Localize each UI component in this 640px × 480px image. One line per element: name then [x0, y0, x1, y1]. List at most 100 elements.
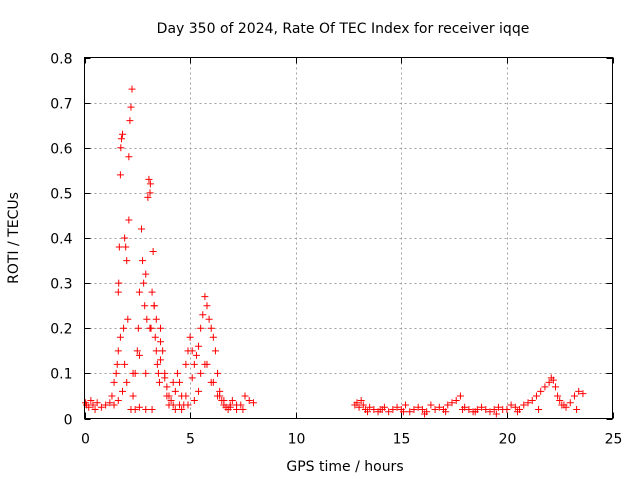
data-point — [427, 401, 435, 409]
data-point — [133, 347, 141, 355]
data-point — [528, 396, 536, 404]
data-point — [203, 302, 211, 310]
data-point — [389, 405, 397, 413]
data-point — [186, 333, 194, 341]
data-point — [122, 243, 130, 251]
data-point — [163, 383, 171, 391]
data-point — [537, 387, 545, 395]
data-point — [142, 270, 150, 278]
data-point — [112, 369, 120, 377]
data-point — [115, 279, 123, 287]
y-tick-label: 0 — [64, 413, 73, 429]
data-point — [535, 405, 543, 413]
data-point — [176, 401, 184, 409]
data-point — [125, 216, 133, 224]
data-point — [140, 279, 148, 287]
data-point — [220, 396, 228, 404]
data-point — [146, 189, 154, 197]
data-point — [573, 405, 581, 413]
data-point — [211, 347, 219, 355]
data-point — [85, 403, 93, 411]
data-point — [188, 347, 196, 355]
data-point — [355, 403, 363, 411]
data-point — [249, 399, 257, 407]
data-point — [414, 403, 422, 411]
data-point — [142, 369, 150, 377]
data-point — [575, 387, 583, 395]
data-point — [486, 408, 494, 416]
data-point — [551, 383, 559, 391]
data-point — [554, 392, 562, 400]
data-point — [121, 360, 129, 368]
data-point — [91, 405, 99, 413]
data-point — [114, 288, 122, 296]
data-point — [233, 401, 241, 409]
data-point — [169, 378, 177, 386]
data-point — [150, 302, 158, 310]
data-point — [128, 85, 136, 93]
data-point — [226, 403, 234, 411]
data-point — [402, 401, 410, 409]
data-point — [444, 401, 452, 409]
data-point — [139, 257, 147, 265]
y-tick-label: 0.1 — [50, 367, 72, 383]
data-point — [214, 392, 222, 400]
data-point — [115, 243, 123, 251]
data-point — [541, 383, 549, 391]
data-point — [418, 405, 426, 413]
data-point — [116, 333, 124, 341]
data-point — [123, 257, 131, 265]
data-point — [120, 324, 128, 332]
data-point — [459, 405, 467, 413]
data-point — [87, 396, 95, 404]
data-point — [171, 405, 179, 413]
data-point — [124, 315, 132, 323]
data-point — [173, 369, 181, 377]
data-point — [442, 408, 450, 416]
data-point — [494, 403, 502, 411]
data-point — [110, 401, 118, 409]
data-point — [241, 392, 249, 400]
data-point — [482, 405, 490, 413]
data-point — [152, 315, 160, 323]
data-point — [108, 392, 116, 400]
data-point — [153, 360, 161, 368]
data-point — [154, 369, 162, 377]
data-point — [145, 175, 153, 183]
data-point — [129, 369, 137, 377]
data-point — [134, 324, 142, 332]
x-tick-label: 5 — [186, 432, 195, 448]
axis-ticks: 0 5 10 15 20 25 0 0.1 0.2 0.3 0.4 0.5 0.6 0.7 0.8 — [50, 52, 622, 448]
data-point — [184, 401, 192, 409]
data-point — [93, 399, 101, 407]
data-point — [135, 403, 143, 411]
data-point — [144, 193, 152, 201]
data-point — [385, 408, 393, 416]
data-point — [435, 403, 443, 411]
data-point — [119, 130, 127, 138]
data-point — [148, 288, 156, 296]
data-point — [117, 144, 125, 152]
data-point — [214, 369, 222, 377]
data-point — [570, 392, 578, 400]
data-point — [155, 378, 163, 386]
data-point — [513, 408, 521, 416]
data-point — [239, 405, 247, 413]
data-point — [182, 392, 190, 400]
grid — [84, 57, 613, 419]
data-point — [121, 234, 129, 242]
data-point — [142, 405, 150, 413]
data-point — [406, 408, 414, 416]
data-point — [135, 351, 143, 359]
data-point — [209, 333, 217, 341]
data-point — [532, 392, 540, 400]
data-point — [448, 399, 456, 407]
data-point — [471, 408, 479, 416]
data-point — [129, 392, 137, 400]
data-point — [205, 315, 213, 323]
data-point — [353, 399, 361, 407]
data-point — [520, 401, 528, 409]
data-point — [176, 378, 184, 386]
data-point — [163, 392, 171, 400]
